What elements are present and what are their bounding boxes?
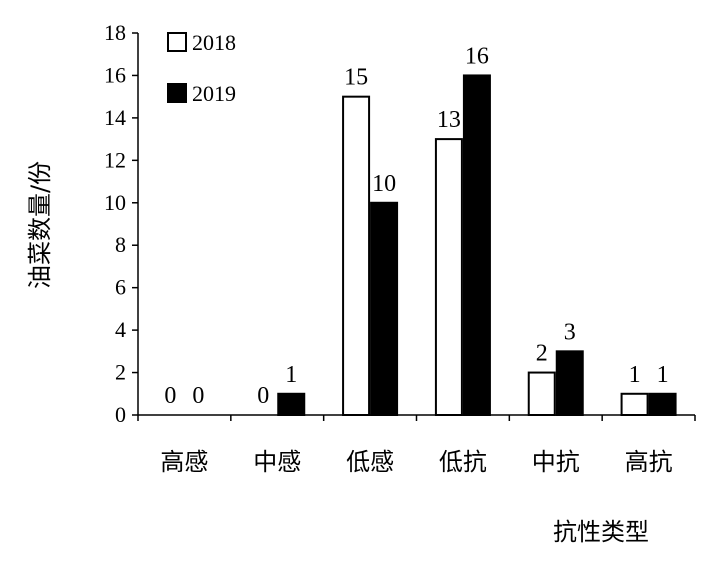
x-tick-label: 高感: [160, 448, 208, 476]
y-tick-label: 2: [115, 360, 126, 385]
data-label-2018-2: 15: [344, 65, 368, 91]
y-tick-label: 4: [115, 317, 126, 342]
legend-label-2019: 2019: [192, 81, 236, 106]
x-tick-label: 高抗: [625, 448, 673, 476]
data-label-2018-5: 1: [629, 362, 641, 388]
legend-swatch-2018: [167, 32, 187, 52]
bar-2018-5: [620, 392, 649, 416]
data-label-2019-1: 1: [285, 362, 297, 388]
y-tick-label: 18: [104, 20, 126, 45]
x-tick-label: 中抗: [532, 448, 580, 476]
x-tick-label: 低感: [346, 448, 394, 476]
data-label-2019-0: 0: [192, 383, 204, 409]
x-axis-title: 抗性类型: [553, 518, 649, 546]
data-label-2018-0: 0: [164, 383, 176, 409]
bar-2019-4: [555, 350, 584, 417]
bar-2019-3: [462, 74, 491, 416]
y-axis-title: 油菜数量/份: [26, 161, 54, 289]
x-tick-label: 低抗: [439, 448, 487, 476]
x-tick-label: 中感: [253, 448, 301, 476]
bar-2019-2: [370, 201, 399, 416]
y-tick-label: 14: [104, 105, 126, 130]
data-label-2019-2: 10: [372, 171, 396, 197]
y-tick-label: 8: [115, 232, 126, 257]
data-label-2019-4: 3: [564, 319, 576, 345]
y-tick-label: 16: [104, 62, 126, 87]
bar-2018-3: [434, 138, 463, 416]
y-tick-label: 10: [104, 190, 126, 215]
bar-2018-2: [342, 95, 371, 417]
data-label-2019-5: 1: [657, 362, 669, 388]
bar-2019-1: [277, 392, 306, 416]
bar-2018-4: [527, 371, 556, 416]
bars: [277, 74, 677, 417]
legend-label-2018: 2018: [192, 30, 236, 55]
y-tick-label: 12: [104, 147, 126, 172]
data-label-2018-4: 2: [536, 341, 548, 367]
legend: 2018 2019: [167, 30, 236, 106]
data-label-2019-3: 16: [465, 43, 489, 69]
data-label-2018-1: 0: [257, 383, 269, 409]
bar-2019-5: [648, 392, 677, 416]
y-tick-label: 0: [115, 402, 126, 427]
legend-swatch-2019: [167, 83, 187, 103]
data-label-2018-3: 13: [437, 107, 461, 133]
y-tick-label: 6: [115, 275, 126, 300]
